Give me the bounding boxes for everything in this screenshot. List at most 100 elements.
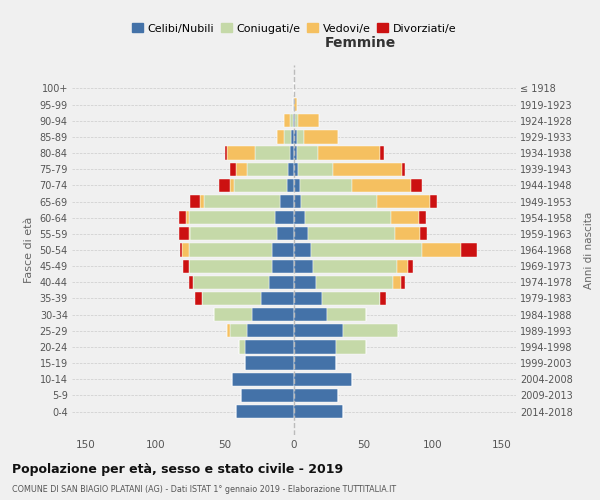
Text: Femmine: Femmine [325,36,396,50]
Bar [402,162,405,176]
Bar [190,227,277,240]
Bar [410,179,422,192]
Bar [294,130,297,143]
Bar [313,260,397,273]
Bar [232,372,294,386]
Bar [294,324,343,338]
Bar [200,195,204,208]
Bar [301,195,377,208]
Bar [328,308,366,321]
Bar [297,130,304,143]
Bar [227,146,255,160]
Bar [294,292,322,305]
Text: Popolazione per età, sesso e stato civile - 2019: Popolazione per età, sesso e stato civil… [12,462,343,475]
Bar [294,260,313,273]
Bar [293,114,294,128]
Bar [277,130,284,143]
Bar [284,114,290,128]
Y-axis label: Anni di nascita: Anni di nascita [584,212,594,288]
Bar [287,179,294,192]
Bar [290,146,294,160]
Bar [239,340,245,353]
Bar [298,162,333,176]
Bar [202,292,260,305]
Bar [196,292,202,305]
Bar [290,114,293,128]
Bar [230,162,236,176]
Bar [294,227,308,240]
Bar [272,260,294,273]
Bar [235,179,287,192]
Bar [294,276,316,289]
Bar [190,195,200,208]
Bar [227,324,230,338]
Bar [272,244,294,256]
Bar [294,372,352,386]
Bar [333,162,402,176]
Text: COMUNE DI SAN BIAGIO PLATANI (AG) - Dati ISTAT 1° gennaio 2019 - Elaborazione TU: COMUNE DI SAN BIAGIO PLATANI (AG) - Dati… [12,485,396,494]
Bar [188,244,272,256]
Bar [294,211,305,224]
Bar [188,211,275,224]
Bar [188,276,193,289]
Bar [188,260,272,273]
Bar [275,211,294,224]
Bar [182,244,188,256]
Bar [316,276,392,289]
Bar [284,130,291,143]
Bar [401,276,405,289]
Bar [343,324,398,338]
Bar [408,260,413,273]
Bar [236,405,294,418]
Bar [230,324,247,338]
Bar [269,276,294,289]
Bar [294,244,311,256]
Bar [294,98,297,111]
Bar [298,114,319,128]
Legend: Celibi/Nubili, Coniugati/e, Vedovi/e, Divorziati/e: Celibi/Nubili, Coniugati/e, Vedovi/e, Di… [127,19,461,38]
Bar [280,195,294,208]
Bar [317,146,380,160]
Bar [352,179,410,192]
Bar [245,356,294,370]
Bar [294,389,338,402]
Bar [461,244,477,256]
Bar [219,179,230,192]
Bar [188,227,190,240]
Bar [304,130,338,143]
Bar [179,227,188,240]
Bar [294,114,295,128]
Bar [391,211,419,224]
Bar [260,292,294,305]
Bar [335,340,366,353]
Bar [214,308,253,321]
Bar [430,195,437,208]
Bar [241,389,294,402]
Bar [294,356,335,370]
Bar [397,260,408,273]
Bar [299,179,352,192]
Bar [291,130,294,143]
Bar [380,292,386,305]
Bar [186,211,188,224]
Bar [289,162,294,176]
Bar [180,244,182,256]
Bar [305,211,391,224]
Bar [293,98,294,111]
Bar [247,162,289,176]
Bar [294,179,299,192]
Bar [294,146,297,160]
Bar [297,146,317,160]
Bar [322,292,380,305]
Bar [420,227,427,240]
Bar [395,227,420,240]
Bar [294,195,301,208]
Bar [308,227,395,240]
Bar [255,146,290,160]
Bar [419,211,426,224]
Bar [294,340,335,353]
Bar [277,227,294,240]
Bar [294,405,343,418]
Bar [253,308,294,321]
Bar [193,276,269,289]
